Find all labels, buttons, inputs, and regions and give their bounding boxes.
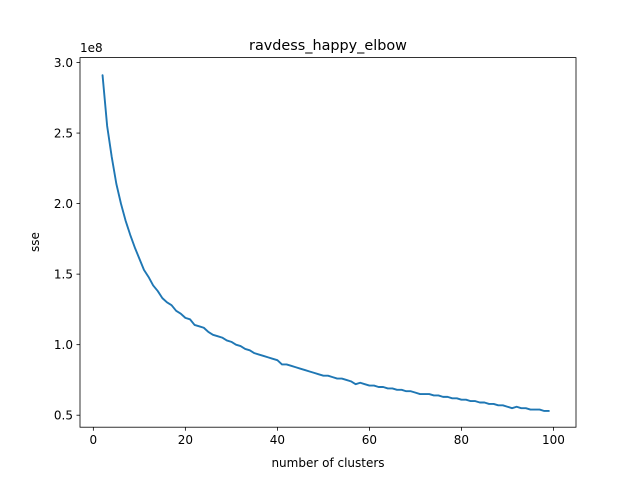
x-tick-label: 40 [270,433,285,447]
y-offset-label: 1e8 [80,41,103,55]
y-tick-label: 3.0 [54,56,73,70]
y-axis-ticks: 0.5 1.0 1.5 2.0 2.5 3.0 [54,56,80,423]
chart-title: ravdess_happy_elbow [249,38,407,54]
x-tick-label: 20 [178,433,193,447]
y-tick-label: 2.5 [54,126,73,140]
x-tick-label: 100 [542,433,565,447]
y-tick-label: 1.5 [54,267,73,281]
x-tick-label: 80 [454,433,469,447]
x-tick-label: 60 [362,433,377,447]
x-tick-label: 0 [90,433,98,447]
y-tick-label: 1.0 [54,338,73,352]
plot-frame [79,57,577,428]
y-tick-label: 2.0 [54,197,73,211]
x-axis-label: number of clusters [271,456,384,470]
y-tick-label: 0.5 [54,409,73,423]
y-axis-label: sse [28,232,42,252]
x-axis-ticks: 0 20 40 60 80 100 [90,427,565,447]
sse-series-line [101,74,550,412]
